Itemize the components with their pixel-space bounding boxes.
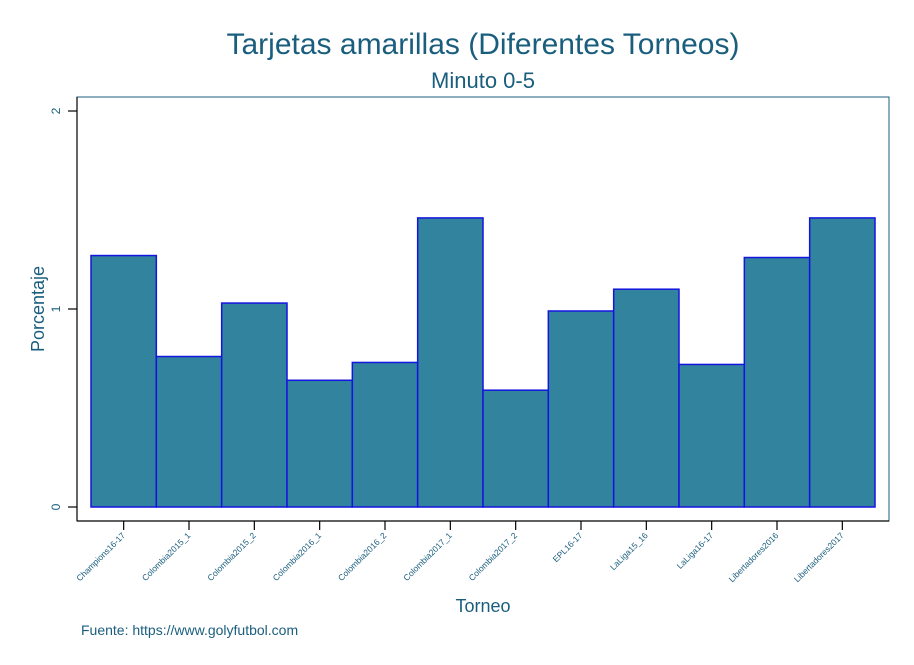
x-tick-label: Colombia2017_1 [401,530,454,583]
x-tick-label: LaLiga16-17 [675,530,716,571]
bar-EPL16-17 [547,310,615,508]
bar-Libertadores2017 [808,217,876,508]
bar-Colombia2017_2 [482,389,550,508]
x-tick-label: EPL16-17 [551,530,585,564]
x-tick-label: Libertadores2017 [792,530,846,584]
bar-Colombia2016_2 [351,361,419,508]
bar-Libertadores2016 [743,256,811,508]
y-tick-label: 0 [49,503,63,510]
bars-group [90,217,876,508]
bar-LaLiga16-17 [678,363,746,508]
x-tick-label: LaLiga15_16 [608,530,650,572]
chart-subtitle: Minuto 0-5 [431,68,535,93]
y-axis-label: Porcentaje [28,266,48,352]
bar-LaLiga15_16 [612,288,680,508]
x-tick-label: Colombia2015_1 [140,530,193,583]
x-tick-label: Champions16-17 [74,530,127,583]
x-tick-label: Colombia2015_2 [205,530,258,583]
source-note: Fuente: https://www.golyfutbol.com [81,622,298,638]
bar-Colombia2016_1 [286,379,354,508]
x-tick-label: Colombia2017_2 [467,530,520,583]
y-ticks-group: 0 1 2 [49,107,77,510]
chart-title: Tarjetas amarillas (Diferentes Torneos) [227,28,740,61]
bar-Colombia2017_1 [416,217,484,508]
x-tick-label: Libertadores2016 [727,530,781,584]
bar-Colombia2015_2 [220,302,288,508]
y-tick-label: 2 [49,107,63,114]
x-axis-label: Torneo [455,596,510,616]
x-tick-label: Colombia2016_1 [271,530,324,583]
bar-Colombia2015_1 [155,355,223,508]
x-tick-label: Colombia2016_2 [336,530,389,583]
x-ticks-group: Champions16-17 Colombia2015_1 Colombia2015… [74,521,846,584]
bar-Champions16-17 [90,254,158,508]
y-tick-label: 1 [49,305,63,312]
